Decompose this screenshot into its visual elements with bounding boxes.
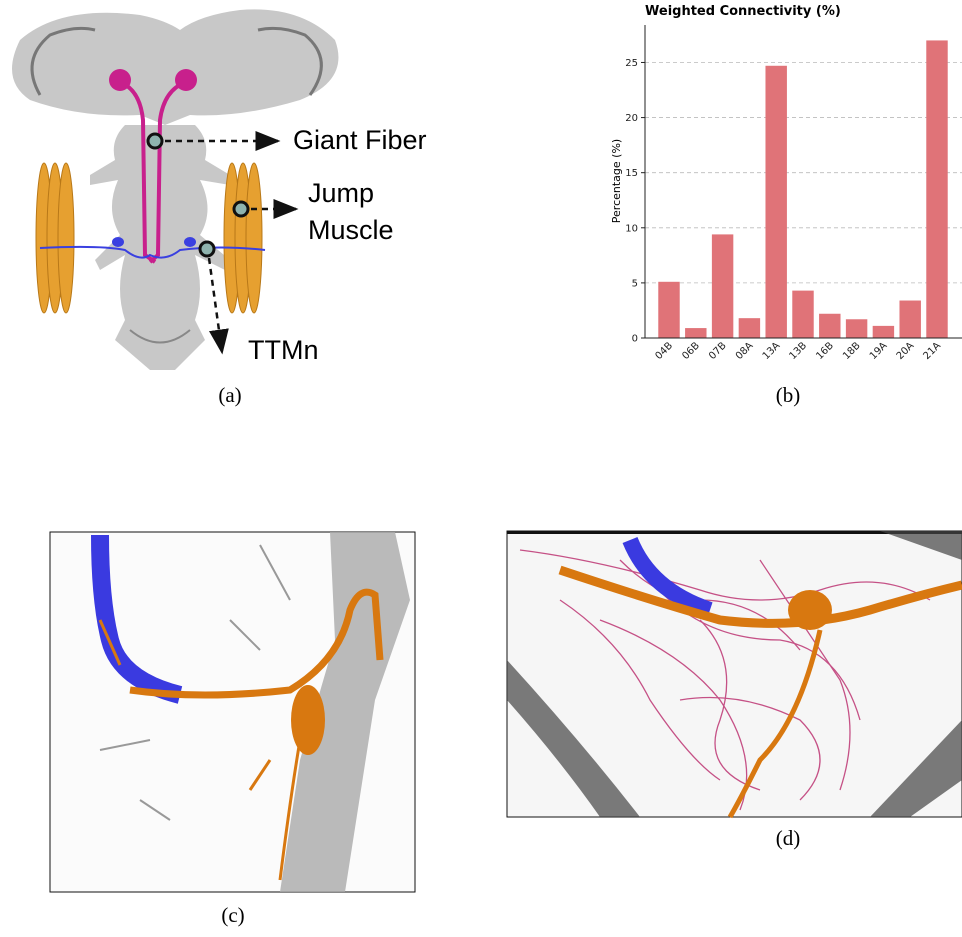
- caption: (c): [221, 903, 244, 927]
- y-tick-label: 15: [625, 168, 638, 179]
- caption: (b): [776, 383, 801, 407]
- caption: (d): [776, 826, 801, 850]
- y-tick-label: 0: [632, 334, 638, 345]
- bar: [765, 66, 786, 338]
- label: TTMn: [248, 335, 319, 365]
- y-axis-label: Percentage (%): [610, 139, 623, 223]
- bar: [873, 326, 894, 338]
- bar: [846, 319, 867, 338]
- x-tick-label: 18B: [841, 340, 863, 362]
- bar: [658, 282, 679, 338]
- x-tick-label: 19A: [868, 340, 890, 362]
- panel-c-render: (c): [50, 532, 415, 927]
- bar: [819, 314, 840, 338]
- panel-a-diagram: Giant Fiber Jump Muscle TTMn (a): [12, 9, 427, 407]
- x-tick-label: 06B: [680, 340, 702, 362]
- label: Giant Fiber: [293, 125, 427, 155]
- bar-chart: Weighted Connectivity (%) Percentage (%)…: [610, 4, 962, 407]
- y-tick-label: 5: [632, 278, 638, 289]
- x-tick-label: 21A: [921, 340, 943, 362]
- x-tick-label: 13A: [761, 340, 783, 362]
- x-tick-label: 07B: [707, 340, 729, 362]
- y-tick-label: 25: [625, 58, 638, 69]
- bar: [739, 318, 760, 338]
- figure: Giant Fiber Jump Muscle TTMn (a) Weighte…: [0, 0, 962, 937]
- y-tick-label: 10: [625, 223, 638, 234]
- bar: [712, 234, 733, 338]
- x-tick-label: 08A: [734, 340, 756, 362]
- x-tick-label: 20A: [895, 340, 917, 362]
- bar: [792, 291, 813, 338]
- x-tick-label: 16B: [814, 340, 836, 362]
- panel-d-render: (d): [507, 531, 962, 850]
- x-tick-label: 13B: [787, 340, 809, 362]
- caption: (a): [218, 383, 241, 407]
- bar: [685, 328, 706, 338]
- bar: [899, 301, 920, 338]
- bar: [926, 40, 947, 338]
- y-tick-label: 20: [625, 113, 638, 124]
- label: Jump: [308, 178, 374, 208]
- x-tick-label: 04B: [653, 340, 675, 362]
- label: Muscle: [308, 215, 394, 245]
- chart-title: Weighted Connectivity (%): [645, 4, 841, 19]
